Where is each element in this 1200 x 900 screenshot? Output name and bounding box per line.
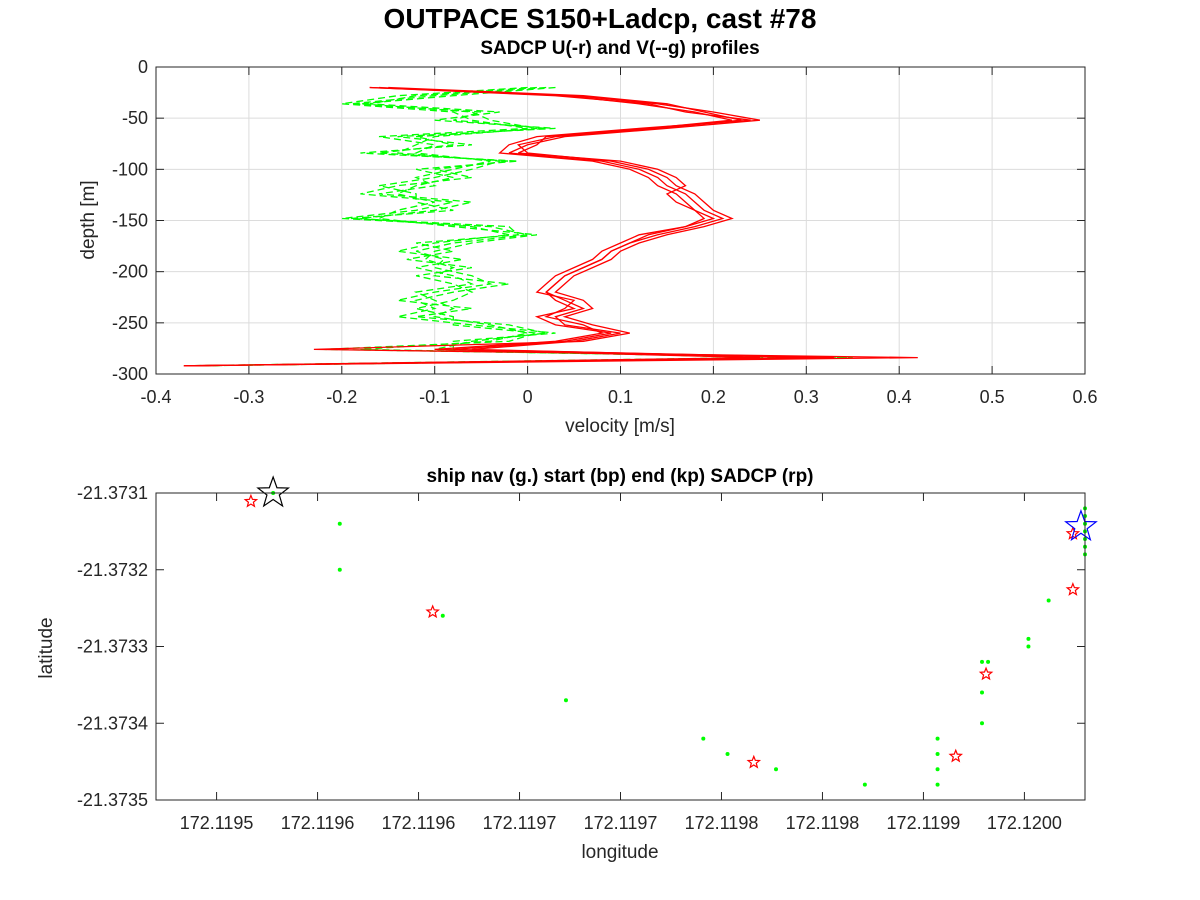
ship-nav-point [337, 567, 342, 572]
profiles-ytick-label: -300 [112, 364, 148, 384]
navigation-plot-area [155, 492, 1086, 801]
ship-nav-point [563, 698, 568, 703]
profile-v-line [193, 86, 807, 367]
navigation-xtick-label: 172.1200 [987, 813, 1062, 833]
profiles-xtick-label: -0.1 [419, 387, 450, 407]
profiles-axes: SADCP U(-r) and V(--g) profiles -0.4 -0.3… [78, 38, 1098, 437]
profiles-ytick-label: -50 [122, 108, 148, 128]
ship-nav-point [337, 521, 342, 526]
navigation-xtick-label: 172.1195 [180, 813, 254, 833]
profiles-xtick-label: 0.3 [794, 387, 819, 407]
ship-nav-point [1026, 644, 1031, 649]
profiles-ylabel: depth [m] [78, 180, 99, 259]
navigation-xlabel: longitude [581, 842, 658, 863]
end-star-marker [1064, 508, 1098, 542]
profile-v-line [183, 86, 760, 367]
profiles-ytick-label: -200 [112, 262, 148, 282]
figure-title: OUTPACE S150+Ladcp, cast #78 [384, 3, 817, 34]
sadcp-star-marker [243, 493, 259, 508]
ship-nav-point [980, 721, 985, 726]
profile-v-line [193, 86, 853, 367]
navigation-title: ship nav (g.) start (bp) end (kp) SADCP … [426, 466, 813, 487]
profiles-xtick-label: 0.5 [980, 387, 1005, 407]
sadcp-star-marker [746, 754, 762, 769]
sadcp-star-marker [1065, 582, 1081, 596]
ship-nav-point [701, 736, 706, 741]
navigation-axes-box [155, 492, 1086, 801]
sadcp-star-marker [978, 666, 994, 681]
profiles-ytick-label: 0 [138, 57, 148, 77]
profile-v-line [193, 86, 835, 367]
ship-nav-point [440, 613, 445, 618]
ship-nav-point [935, 767, 940, 772]
profiles-xtick-label: 0.6 [1072, 387, 1097, 407]
navigation-xtick-label: 172.1196 [281, 813, 355, 833]
navigation-ytick-label: -21.3733 [77, 637, 148, 657]
ship-nav-point [1046, 598, 1051, 603]
profiles-series [183, 86, 918, 367]
navigation-xtick-label: 172.1196 [382, 813, 456, 833]
ship-nav-point [935, 751, 940, 756]
ship-nav-point [980, 659, 985, 664]
ship-nav-point [935, 736, 940, 741]
ship-nav-point [725, 751, 730, 756]
navigation-xtick-label: 172.1199 [887, 813, 961, 833]
profile-u-line [183, 86, 835, 367]
start-star-marker [256, 475, 291, 508]
navigation-xtick-label: 172.1197 [483, 813, 557, 833]
ship-nav-point [935, 782, 940, 787]
profiles-xtick-label: 0.4 [887, 387, 912, 407]
profiles-xlabel: velocity [m/s] [565, 416, 675, 437]
profiles-xtick-label: 0.2 [701, 387, 726, 407]
navigation-ytick-label: -21.3732 [77, 560, 148, 580]
profiles-xtick-label: 0.1 [608, 387, 633, 407]
profiles-xtick-label: 0 [523, 387, 533, 407]
profiles-xtick-label: -0.3 [233, 387, 264, 407]
ship-nav-point [774, 767, 779, 772]
sadcp-star-marker [948, 748, 964, 763]
sadcp-star-marker [425, 604, 440, 619]
navigation-ticks: 172.1195 172.1196 172.1196 172.1197 172.1197… [77, 483, 1085, 833]
ship-nav-point [1026, 636, 1031, 641]
ship-nav-point [980, 690, 985, 695]
profiles-axes-box [155, 66, 1086, 375]
navigation-xtick-label: 172.1198 [685, 813, 759, 833]
profiles-xtick-label: -0.2 [326, 387, 357, 407]
profiles-ytick-label: -100 [112, 159, 148, 179]
navigation-axes: ship nav (g.) start (bp) end (kp) SADCP … [36, 466, 1098, 863]
profile-u-line [183, 86, 918, 367]
profiles-ytick-label: -150 [112, 211, 148, 231]
profiles-ytick-label: -250 [112, 313, 148, 333]
navigation-ytick-label: -21.3734 [77, 713, 148, 733]
profiles-xtick-label: -0.4 [140, 387, 171, 407]
ship-nav-point [862, 782, 867, 787]
navigation-ytick-label: -21.3731 [77, 483, 148, 503]
ship-nav-point [986, 659, 991, 664]
navigation-xtick-label: 172.1198 [786, 813, 860, 833]
profiles-title: SADCP U(-r) and V(--g) profiles [480, 38, 759, 59]
navigation-xtick-label: 172.1197 [584, 813, 658, 833]
navigation-ylabel: latitude [36, 617, 57, 678]
navigation-ytick-label: -21.3735 [77, 790, 148, 810]
navigation-points [243, 475, 1098, 787]
